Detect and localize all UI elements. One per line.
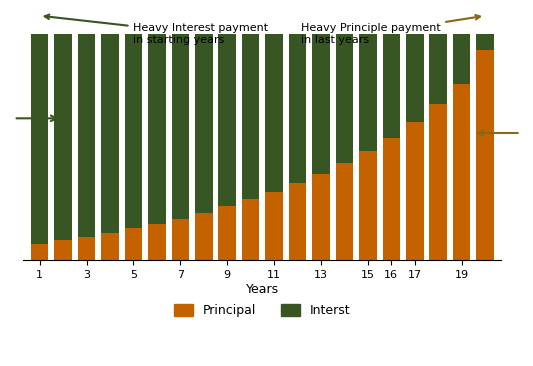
Bar: [336, 34, 353, 163]
Bar: [406, 34, 424, 122]
Bar: [31, 244, 49, 260]
Bar: [359, 34, 377, 152]
Text: Heavy Principle payment
in last years: Heavy Principle payment in last years: [301, 15, 480, 45]
Bar: [383, 138, 400, 260]
Bar: [406, 122, 424, 260]
Bar: [54, 240, 72, 260]
Bar: [148, 34, 166, 224]
Bar: [477, 50, 494, 260]
Bar: [312, 34, 330, 174]
Bar: [383, 34, 400, 138]
Bar: [336, 163, 353, 260]
Bar: [265, 34, 283, 192]
Bar: [453, 34, 471, 83]
Legend: Principal, Interst: Principal, Interst: [169, 299, 356, 322]
Bar: [289, 183, 306, 260]
Bar: [359, 152, 377, 260]
Bar: [172, 34, 189, 219]
Bar: [477, 34, 494, 50]
Bar: [430, 104, 447, 260]
Bar: [195, 213, 213, 260]
Bar: [289, 34, 306, 183]
Bar: [242, 199, 260, 260]
Bar: [453, 83, 471, 260]
Bar: [54, 34, 72, 240]
Bar: [78, 238, 95, 260]
Bar: [219, 206, 236, 260]
Bar: [101, 233, 119, 260]
Bar: [312, 174, 330, 260]
Bar: [101, 34, 119, 233]
Bar: [265, 192, 283, 260]
Bar: [125, 228, 142, 260]
Bar: [148, 224, 166, 260]
Bar: [219, 34, 236, 206]
Bar: [430, 34, 447, 104]
Bar: [195, 34, 213, 213]
Text: Heavy Interest payment
in starting years: Heavy Interest payment in starting years: [45, 15, 269, 45]
Bar: [172, 219, 189, 260]
Bar: [125, 34, 142, 228]
Bar: [31, 34, 49, 244]
Bar: [242, 34, 260, 199]
X-axis label: Years: Years: [246, 283, 279, 295]
Bar: [78, 34, 95, 238]
